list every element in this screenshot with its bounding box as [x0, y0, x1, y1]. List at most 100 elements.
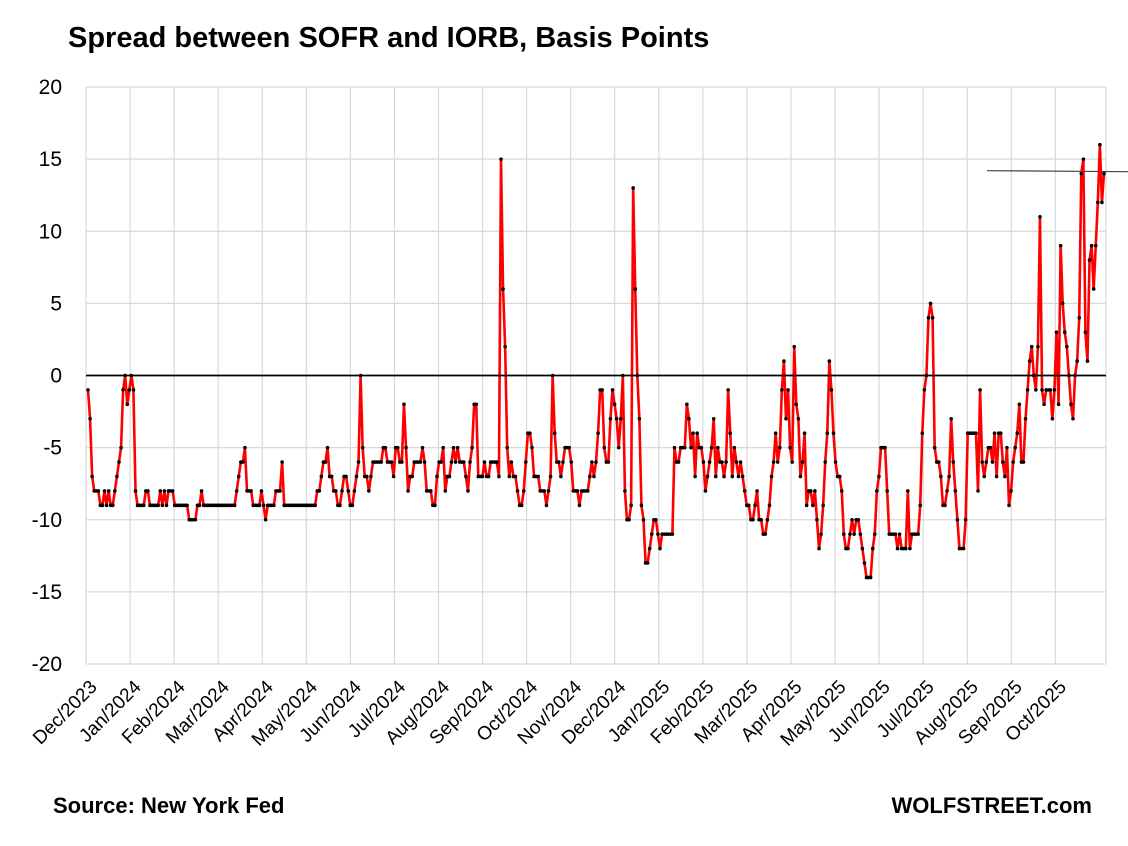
data-point [503, 344, 507, 349]
data-point [945, 489, 949, 493]
data-point [687, 416, 691, 421]
data-point [623, 489, 627, 493]
data-point [241, 460, 245, 464]
data-point [278, 489, 282, 493]
data-point [125, 402, 130, 407]
data-point [639, 503, 644, 508]
data-point [90, 474, 94, 479]
data-point [86, 388, 90, 392]
data-point [621, 373, 625, 378]
data-point [976, 489, 980, 493]
data-point [858, 532, 863, 536]
data-point [507, 474, 512, 479]
data-point [1007, 503, 1011, 508]
data-point [236, 474, 241, 479]
data-point [497, 474, 501, 479]
data-point [794, 402, 799, 407]
data-point [596, 431, 600, 436]
data-point [1015, 431, 1020, 436]
data-point [930, 316, 935, 320]
data-point [949, 416, 953, 421]
y-tick-label: 15 [39, 148, 62, 171]
data-point [1100, 200, 1104, 205]
data-point [974, 431, 978, 436]
data-point [713, 474, 718, 479]
data-point [724, 460, 728, 464]
data-point [926, 316, 931, 320]
data-point [261, 503, 266, 508]
data-point [837, 474, 842, 479]
data-point [1062, 330, 1067, 335]
data-point [763, 532, 768, 536]
data-point [453, 460, 458, 464]
data-point [870, 546, 875, 551]
data-point [773, 431, 778, 436]
data-point [259, 489, 264, 493]
data-point [96, 489, 101, 493]
data-point [249, 489, 253, 493]
data-point [780, 388, 784, 392]
data-point [575, 489, 580, 493]
y-tick-label: -5 [43, 437, 62, 460]
data-point [156, 503, 161, 508]
data-point [786, 388, 790, 392]
data-point [360, 445, 365, 450]
data-point [1009, 489, 1013, 493]
data-point [932, 445, 937, 450]
data-point [515, 489, 520, 493]
data-point [852, 532, 856, 536]
data-point [464, 474, 468, 479]
data-point [815, 517, 819, 522]
data-point [602, 445, 607, 450]
data-points [86, 142, 1106, 580]
data-point [420, 445, 425, 450]
data-point [906, 489, 910, 493]
data-point [243, 445, 247, 450]
data-point [943, 503, 947, 508]
data-point [319, 474, 324, 479]
data-point [627, 517, 631, 522]
data-point [742, 489, 747, 493]
data-point [352, 489, 357, 493]
data-point [232, 503, 237, 508]
y-axis-ticks: 20 15 10 5 0 -5 -10 -15 -20 [32, 76, 62, 676]
data-point [922, 388, 927, 392]
data-point [788, 445, 792, 450]
data-point [707, 460, 712, 464]
data-point [592, 474, 596, 479]
data-point [951, 460, 956, 464]
data-point [482, 460, 487, 464]
data-point [631, 186, 635, 190]
data-point [635, 373, 640, 378]
data-point [443, 489, 448, 493]
data-point [699, 445, 704, 450]
data-point [160, 503, 165, 508]
data-point [110, 503, 115, 508]
data-point [732, 445, 737, 450]
data-point [782, 359, 786, 363]
series-line [86, 143, 1106, 579]
data-point [577, 503, 582, 508]
data-point [356, 460, 361, 464]
data-point [117, 460, 121, 464]
data-point [893, 532, 898, 536]
data-point [329, 474, 334, 479]
data-point [197, 503, 202, 508]
data-point [410, 474, 415, 479]
data-point [649, 532, 654, 536]
data-point [883, 445, 887, 450]
y-tick-label: 10 [39, 220, 62, 243]
data-point [1025, 388, 1030, 392]
data-point [1087, 258, 1092, 262]
data-point [691, 431, 695, 436]
data-point [709, 445, 714, 450]
reference-line [986, 170, 1128, 173]
data-point [257, 503, 262, 508]
data-point [106, 489, 111, 493]
data-point [1054, 330, 1059, 335]
data-point [389, 460, 394, 464]
data-point [988, 445, 993, 450]
data-point [542, 489, 547, 493]
y-tick-label: 20 [39, 76, 62, 99]
data-point [505, 445, 510, 450]
